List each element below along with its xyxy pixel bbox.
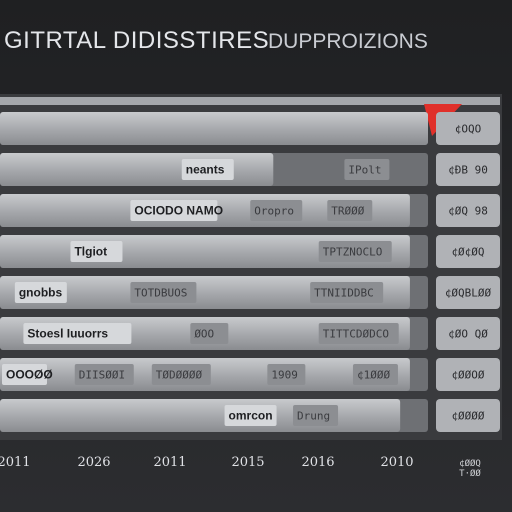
bar-label: ¢1ØØØ	[357, 369, 390, 382]
bar-row: Tlgiot TPTZNOCLO ¢Ø¢ØQ	[0, 235, 500, 268]
bar-row: Stoesl Iuuorrs ØOO TITTCDØDCO ¢ØO QØ	[0, 317, 500, 350]
value-label: ¢ØQ 98	[448, 205, 488, 218]
value-box	[436, 235, 500, 268]
bar-label-box	[151, 364, 211, 385]
value-label: ¢OQO	[455, 123, 482, 136]
bar-row: gnobbs TOTDBUOS TTNIIDDBC ¢ØQBLØØ	[0, 276, 500, 309]
bar-label: TOTDBUOS	[134, 287, 187, 300]
bar-label-box	[130, 282, 197, 303]
bar-label: TRØØØ	[331, 205, 364, 218]
bar-label-box	[224, 405, 277, 426]
bar-label: ØOO	[194, 328, 214, 341]
bar-label: gnobbs	[19, 286, 63, 300]
bar-label: omrcon	[229, 409, 273, 423]
bar-label: 1909	[271, 369, 298, 382]
bar-label: Stoesl Iuuorrs	[27, 327, 108, 341]
bar-label: TPTZNOCLO	[323, 246, 383, 259]
bar-label: TØDØØØØ	[156, 369, 203, 382]
x-tick-label: ¢ØØQ	[459, 458, 481, 469]
bar-label-box	[23, 323, 132, 344]
bar-label: Tlgiot	[74, 245, 107, 259]
bar-rows: ¢OQO neants IPolt ¢ÐB 90 OCIODO NAMO Oropro TR…	[0, 112, 500, 432]
x-tick-label: 2010	[380, 455, 413, 470]
value-box	[436, 194, 500, 227]
value-label: ¢ØQBLØØ	[445, 287, 492, 300]
bar-label-box	[130, 200, 218, 221]
bar-label-box	[267, 364, 306, 385]
bar-label-box	[250, 200, 303, 221]
value-box	[436, 276, 500, 309]
value-box	[436, 399, 500, 432]
bar-label: TTNIIDDBC	[314, 287, 374, 300]
bar-label-box	[318, 241, 392, 262]
bar-label: Drung	[297, 410, 330, 423]
x-tick-label-secondary: T·ØØ	[459, 468, 481, 479]
value-label: ¢ØØOØ	[451, 369, 484, 382]
bar-label: OCIODO NAMO	[134, 204, 223, 218]
bar	[0, 276, 410, 309]
bar-row: neants IPolt ¢ÐB 90	[0, 153, 500, 186]
chart-title: GITRTAL DIDISSTIRES	[4, 27, 269, 54]
value-label: ¢ÐB 90	[448, 164, 488, 177]
chart-subtitle: DUPPROIZIONS	[268, 30, 428, 53]
bar-label: OOOØØ	[6, 368, 53, 382]
value-label: ¢ØO QØ	[448, 328, 488, 341]
value-label: ¢Ø¢ØQ	[451, 246, 484, 259]
bar-label-box	[327, 200, 373, 221]
top-rail	[0, 97, 500, 105]
bar-label-box	[318, 323, 399, 344]
bar-row: OOOØØ DIISØØI TØDØØØØ 1909 ¢1ØØØ ¢ØØOØ	[0, 358, 500, 391]
value-box	[436, 358, 500, 391]
value-box	[436, 112, 500, 145]
x-tick-label: 2015	[231, 455, 264, 470]
x-tick-label: 2011	[153, 455, 186, 470]
bar-label-box	[352, 364, 398, 385]
bar-label-box	[181, 159, 234, 180]
x-tick-label: 2016	[301, 455, 334, 470]
bar-label-box	[293, 405, 339, 426]
bar-label-box	[14, 282, 67, 303]
bar	[0, 112, 428, 145]
value-box	[436, 153, 500, 186]
bar-row: ¢OQO	[0, 112, 500, 145]
x-tick-label: 2011	[0, 455, 31, 470]
bar-row: OCIODO NAMO Oropro TRØØØ ¢ØQ 98	[0, 194, 500, 227]
bar-label: DIISØØI	[79, 369, 125, 382]
bar-label-box	[70, 241, 123, 262]
bar-label-box	[74, 364, 134, 385]
value-label: ¢ØØØØ	[451, 410, 484, 423]
bar	[0, 399, 401, 432]
bar-label-box	[344, 159, 390, 180]
bar-row: omrcon Drung ¢ØØØØ	[0, 399, 500, 432]
bar-label-box	[310, 282, 384, 303]
bar-label: IPolt	[348, 164, 381, 177]
value-box	[436, 317, 500, 350]
bar-label-box	[190, 323, 229, 344]
bar-label: TITTCDØDCO	[323, 328, 389, 341]
bar-label: neants	[186, 163, 225, 177]
bar-label-box	[2, 364, 47, 385]
bar-label: Oropro	[254, 205, 294, 218]
x-tick-label: 2026	[77, 455, 110, 470]
